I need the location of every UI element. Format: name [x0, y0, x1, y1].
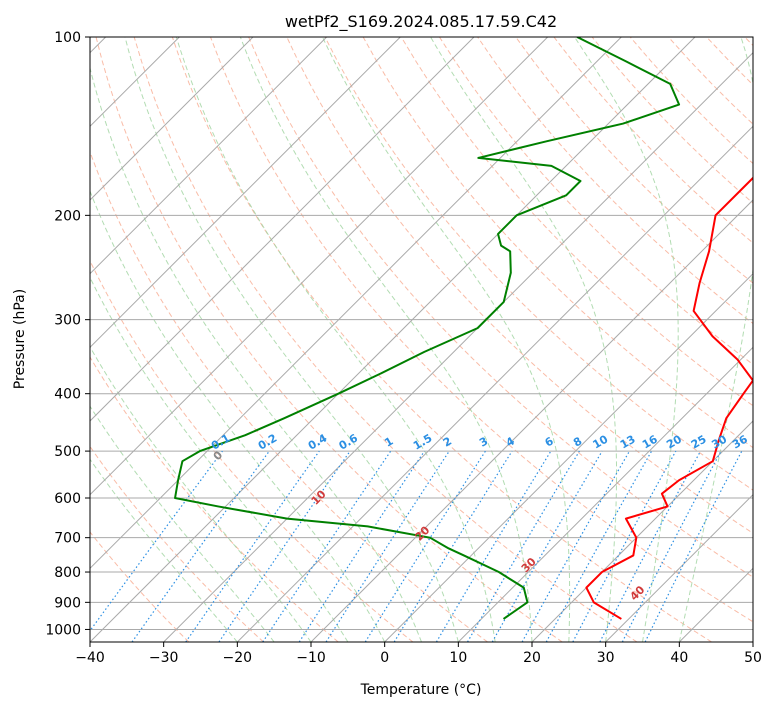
y-tick-label: 200	[54, 208, 81, 224]
mixing-ratio-line	[521, 450, 631, 642]
grid-layer	[90, 37, 753, 642]
dewpoint-profile	[174, 37, 681, 620]
dry-adiabat-line	[133, 37, 638, 642]
moist-adiabat-line	[175, 37, 496, 642]
isotherm-line	[90, 37, 696, 642]
isotherm-line	[531, 420, 753, 642]
dry-adiabat-line	[400, 37, 753, 407]
isotherm-line	[90, 37, 328, 275]
dry-adiabat-line	[90, 531, 190, 642]
y-tick-label: 500	[54, 444, 81, 460]
dry-adiabat-line	[171, 37, 712, 642]
isotherm-line	[384, 272, 753, 642]
isotherm-line	[90, 37, 254, 201]
moist-adiabat-line	[124, 37, 459, 642]
x-axis-title: Temperature (°C)	[360, 682, 482, 698]
ticks-layer: −40 −30 −20 −10 0 10 20 30 40 50 100 200 300 400 500 60…	[45, 30, 762, 666]
isotherm-line	[236, 125, 753, 642]
x-tick-label: 10	[449, 650, 467, 666]
dry-adiabat-line	[90, 356, 339, 642]
dry-adiabat-line	[95, 37, 563, 642]
y-tick-label: 400	[54, 387, 81, 403]
x-tick-label: −30	[149, 650, 179, 666]
dry-adiabat-line	[210, 37, 753, 623]
isotherm-line	[90, 37, 549, 496]
plot-frame	[89, 36, 754, 643]
dry-adiabat-line	[515, 37, 753, 284]
y-tick-label: 800	[54, 565, 81, 581]
dry-adiabat-line	[90, 150, 488, 642]
moist-adiabat-line	[574, 37, 679, 642]
x-tick-label: −20	[223, 650, 253, 666]
dry-adiabat-line	[324, 37, 753, 491]
isotherm-line	[605, 493, 753, 642]
x-tick-label: 30	[597, 650, 615, 666]
x-tick-label: −10	[296, 650, 326, 666]
y-tick-label: 100	[54, 30, 81, 46]
moist-adiabat-line	[239, 37, 533, 642]
moist-adiabat-line	[90, 458, 238, 642]
moist-adiabat-line	[90, 276, 349, 642]
mixing-ratio-line	[644, 450, 743, 642]
y-tick-label: 600	[54, 491, 81, 507]
x-tick-label: 50	[744, 650, 762, 666]
y-tick-label: 900	[54, 595, 81, 611]
mixing-ratio-line	[393, 450, 513, 642]
isotherm-line	[90, 37, 401, 349]
isotherm-line	[310, 199, 753, 642]
moist-adiabat-line	[90, 405, 275, 642]
dry-adiabat-line	[439, 37, 753, 366]
y-tick-label: 300	[54, 313, 81, 329]
moist-adiabat-line	[322, 37, 571, 642]
mixing-ratio-line	[131, 450, 270, 642]
dry-adiabat-line	[248, 37, 753, 578]
y-tick-label: 1000	[45, 622, 81, 638]
dry-adiabat-line	[90, 445, 264, 642]
isotherm-line	[163, 51, 753, 642]
mixing-ratio-line	[218, 450, 351, 642]
moist-adiabat-line	[90, 189, 386, 642]
x-tick-label: 0	[380, 650, 389, 666]
mixing-ratio-line	[325, 450, 450, 642]
moist-adiabat-line	[90, 66, 422, 642]
isotherm-line	[457, 346, 753, 642]
mixing-ratio-line	[185, 450, 320, 642]
mixing-ratio-line	[298, 450, 425, 642]
y-axis-title: Pressure (hPa)	[12, 289, 28, 389]
mixing-ratio-line	[545, 450, 653, 642]
mixing-ratio-line	[90, 450, 223, 632]
isotherm-line	[90, 37, 622, 570]
moist-adiabat-line	[678, 37, 753, 642]
mixing-ratio-line	[572, 450, 677, 642]
x-tick-label: −40	[75, 650, 105, 666]
x-tick-label: 20	[523, 650, 541, 666]
isotherm-line	[90, 37, 475, 422]
moist-adiabat-line	[430, 37, 618, 642]
chart-title: wetPf2_S169.2024.085.17.59.C42	[285, 12, 557, 32]
mixing-ratio-line	[262, 450, 392, 642]
y-tick-label: 700	[54, 531, 81, 547]
x-tick-label: 40	[670, 650, 688, 666]
